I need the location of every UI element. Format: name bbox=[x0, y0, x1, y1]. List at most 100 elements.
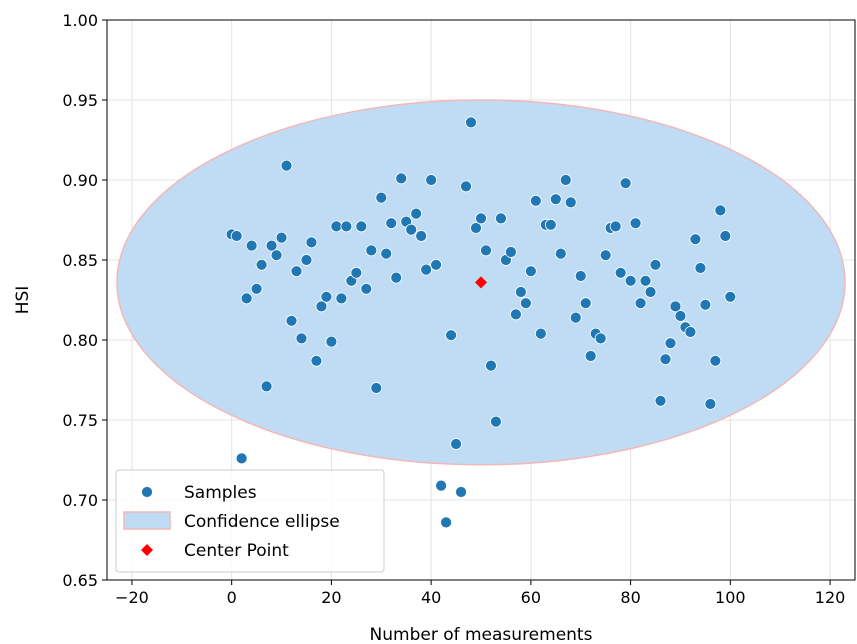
sample-point bbox=[644, 286, 657, 298]
sample-point bbox=[599, 249, 612, 262]
sample-point bbox=[355, 220, 368, 233]
sample-point bbox=[350, 266, 363, 279]
sample-point bbox=[634, 297, 647, 310]
y-tick-label: 0.65 bbox=[62, 571, 98, 590]
sample-point bbox=[295, 332, 308, 345]
y-tick-label: 1.00 bbox=[62, 11, 98, 30]
sample-point bbox=[325, 335, 338, 348]
sample-point bbox=[709, 354, 722, 367]
sample-point bbox=[475, 212, 487, 225]
sample-point bbox=[360, 282, 373, 295]
sample-point bbox=[410, 207, 423, 220]
sample-point bbox=[714, 204, 727, 217]
legend-center-marker bbox=[141, 544, 153, 556]
sample-point bbox=[505, 246, 517, 258]
legend-samples-label: Samples bbox=[184, 483, 257, 503]
sample-point bbox=[265, 239, 278, 252]
sample-point bbox=[390, 271, 403, 284]
y-tick-label: 0.80 bbox=[62, 331, 98, 350]
sample-point bbox=[290, 265, 303, 278]
sample-point bbox=[255, 258, 268, 271]
sample-point bbox=[569, 311, 582, 324]
sample-point bbox=[370, 382, 383, 394]
x-axis-label: Number of measurements bbox=[370, 625, 593, 644]
sample-point bbox=[430, 258, 443, 271]
sample-point bbox=[315, 300, 328, 313]
sample-point bbox=[490, 415, 502, 428]
sample-point bbox=[465, 116, 477, 129]
sample-point bbox=[519, 297, 532, 310]
sample-point bbox=[659, 353, 672, 366]
sample-point bbox=[639, 274, 652, 287]
sample-point bbox=[719, 230, 732, 242]
sample-point bbox=[485, 359, 497, 372]
sample-point bbox=[405, 223, 418, 236]
sample-point bbox=[669, 300, 682, 313]
sample-point bbox=[624, 274, 637, 287]
x-tick-label: 120 bbox=[815, 588, 846, 607]
sample-point bbox=[435, 479, 448, 492]
sample-point bbox=[230, 230, 243, 242]
sample-point bbox=[320, 290, 333, 303]
x-tick-label: 40 bbox=[421, 588, 441, 607]
sample-point bbox=[285, 314, 298, 327]
sample-point bbox=[445, 329, 457, 342]
sample-point bbox=[455, 486, 467, 498]
x-tick-label: −20 bbox=[115, 588, 149, 607]
sample-point bbox=[380, 247, 393, 260]
sample-point bbox=[689, 233, 702, 246]
x-tick-label: 0 bbox=[227, 588, 237, 607]
sample-point bbox=[425, 174, 438, 186]
sample-point bbox=[375, 191, 388, 204]
sample-point bbox=[529, 194, 542, 207]
sample-point bbox=[629, 217, 642, 230]
x-tick-label: 80 bbox=[620, 588, 640, 607]
sample-point bbox=[340, 220, 353, 233]
sample-point bbox=[704, 398, 717, 410]
sample-point bbox=[554, 247, 567, 260]
center-point bbox=[475, 276, 487, 289]
sample-point bbox=[684, 326, 697, 338]
sample-point bbox=[470, 222, 482, 234]
sample-point bbox=[240, 292, 253, 305]
y-tick-label: 0.70 bbox=[62, 491, 98, 510]
sample-point bbox=[564, 196, 577, 209]
x-tick-label: 60 bbox=[521, 588, 541, 607]
y-tick-label: 0.95 bbox=[62, 91, 98, 110]
sample-point bbox=[654, 394, 667, 407]
x-tick-label: 100 bbox=[715, 588, 746, 607]
sample-points bbox=[225, 116, 737, 529]
y-tick-label: 0.75 bbox=[62, 411, 98, 430]
sample-point bbox=[280, 159, 293, 172]
sample-point bbox=[260, 380, 273, 393]
sample-point bbox=[549, 193, 562, 206]
sample-point bbox=[365, 244, 378, 257]
y-tick-label: 0.85 bbox=[62, 251, 98, 270]
sample-point bbox=[270, 249, 283, 262]
sample-point bbox=[395, 172, 408, 185]
sample-point bbox=[420, 263, 433, 276]
sample-point bbox=[579, 297, 592, 310]
sample-point bbox=[514, 286, 527, 298]
sample-point bbox=[305, 236, 318, 249]
sample-point bbox=[245, 239, 258, 252]
legend-ellipse-patch bbox=[123, 511, 171, 530]
legend-box bbox=[115, 469, 385, 573]
legend-ellipse-label: Confidence ellipse bbox=[184, 512, 340, 532]
sample-point bbox=[559, 174, 572, 186]
legend-samples-marker bbox=[141, 486, 153, 498]
sample-point bbox=[524, 265, 537, 278]
sample-point bbox=[614, 266, 627, 279]
sample-point bbox=[609, 220, 622, 233]
sample-point bbox=[664, 337, 677, 350]
x-tick-label: 20 bbox=[321, 588, 341, 607]
y-tick-label: 0.90 bbox=[62, 171, 98, 190]
sample-point bbox=[415, 230, 428, 242]
sample-point bbox=[250, 282, 263, 295]
plot-area-frame bbox=[106, 19, 856, 581]
sample-point bbox=[699, 298, 712, 311]
sample-point bbox=[649, 258, 662, 271]
sample-point bbox=[544, 218, 557, 231]
y-axis-label: HSI bbox=[13, 286, 33, 315]
